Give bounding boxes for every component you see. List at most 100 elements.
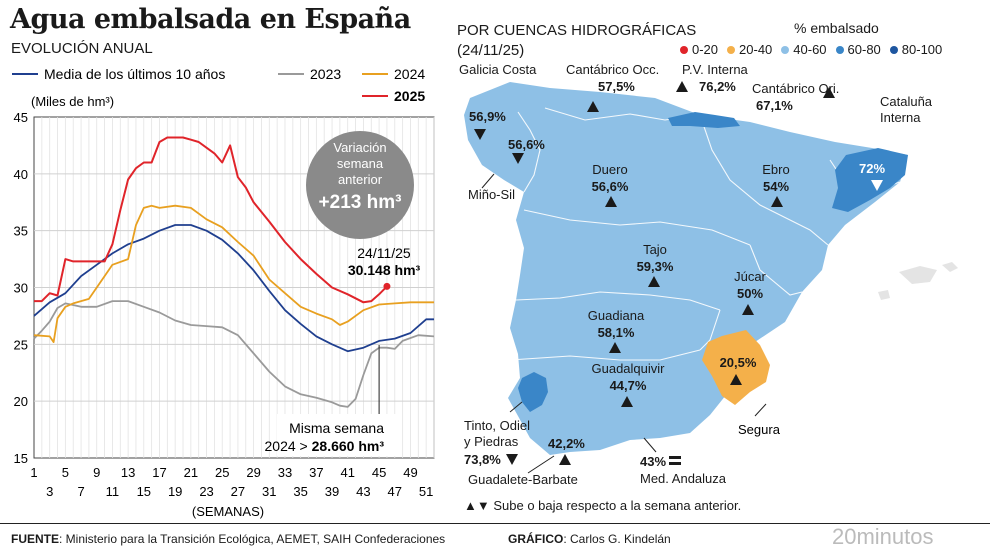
y-tick-label: 35 [14,224,28,239]
basin-value: 50% [737,286,763,301]
map-legend-item: 40-60 [781,42,827,57]
basin-label: Med. Andaluza [640,471,727,486]
basin-label: Miño-Sil [468,187,515,202]
trend-up-icon [730,374,742,385]
footer [0,523,990,557]
graphic-credit: GRÁFICO: Carlos G. Kindelán [508,532,671,546]
balearic-island [942,262,958,272]
series-line-1 [33,300,435,408]
y-tick-label: 15 [14,451,28,466]
x-tick-label: 19 [168,484,182,499]
x-tick-label: 27 [231,484,245,499]
x-tick-label: 35 [293,484,307,499]
basin-value: 43% [640,454,666,469]
legend-dot [727,45,736,54]
basin-label: Cantábrico Ori. [752,81,839,96]
basin-value: 67,1% [756,98,793,113]
bubble-text: anterior [338,172,383,187]
basin-value: 57,5% [598,79,635,94]
trend-up-icon [823,87,835,98]
map-legend-item: 80-100 [889,42,942,57]
brand-logo: 20minutos [832,524,934,549]
trend-up-icon [609,342,621,353]
series-line-3 [34,136,388,304]
basin-value: 54% [763,179,789,194]
x-tick-label: 33 [278,465,292,480]
y-tick-label: 45 [14,110,28,125]
basin-segura [702,330,770,405]
x-tick-label: 45 [372,465,386,480]
segura-pointer [754,403,767,417]
trend-equal-icon [669,456,681,459]
trend-up-icon [648,276,660,287]
trend-down-icon [506,454,518,465]
trend-up-icon [676,81,688,92]
x-tick-label: 49 [403,465,417,480]
trend-down-icon [474,129,486,140]
basin-label: Guadalquivir [592,361,666,376]
x-tick-label: 39 [325,484,339,499]
segura-label: Segura [738,422,781,437]
basin-cataluna-interna [832,148,908,212]
annotation-value-2025: 30.148 hm³ [348,262,421,278]
y-tick-label: 40 [14,167,28,182]
chart-legend: Media de los últimos 10 años 2023 2024 2025 [12,66,425,104]
basin-value: 56,6% [592,179,629,194]
spain-basins-map: Galicia Costa56,9%56,6%Miño-SilCantábric… [459,62,958,487]
x-tick-label: 37 [309,465,323,480]
map-legend: 0-20 20-40 40-60 60-80 80-100 [680,42,951,57]
basin-label: Tinto, Odiel [464,418,530,433]
basin-value: 56,9% [469,109,506,124]
source-credit: FUENTE: Ministerio para la Transición Ec… [11,532,446,546]
trend-note: ▲▼ Sube o baja respecto a la semana ante… [464,498,742,513]
y-axis-label: (Miles de hm³) [31,94,114,109]
map-legend-item: 20-40 [727,42,772,57]
trend-down-icon [512,153,524,164]
basin-label: P.V. Interna [682,62,749,77]
annotation-2024-label: Misma semana [289,420,384,436]
annotation-bg [277,414,399,456]
x-tick-label: 47 [388,484,402,499]
x-tick-label: 21 [184,465,198,480]
basin-label: y Piedras [464,434,519,449]
map-legend-title: % embalsado [794,20,879,36]
basin-label: Guadalete-Barbate [468,472,578,487]
bubble-text: semana [337,156,384,171]
basin-label: Interna [880,110,921,125]
x-tick-label: 9 [93,465,100,480]
basin-label: Galicia Costa [459,62,537,77]
basin-value: 42,2% [548,436,585,451]
x-tick-label: 31 [262,484,276,499]
trend-up-icon [621,396,633,407]
map-legend-item: 0-20 [680,42,718,57]
series-line-2 [33,204,434,343]
basin-value: 59,3% [637,259,674,274]
label-pointer [481,173,495,189]
legend-dot [781,45,790,54]
basin-label: Cataluña [880,94,933,109]
x-tick-label: 7 [77,484,84,499]
x-tick-label: 1 [30,465,37,480]
x-tick-label: 11 [106,484,120,499]
legend-entry: 2023 [310,66,341,82]
bubble-value: +213 hm³ [319,192,402,213]
trend-up-icon [605,196,617,207]
latest-point [383,282,391,290]
basin-value: 58,1% [598,325,635,340]
legend-entry: 2025 [394,88,425,104]
trend-up-icon [742,304,754,315]
basin-value: 73,8% [464,452,501,467]
annotation-date: 24/11/25 [357,245,411,261]
legend-dot [680,45,688,54]
x-tick-label: 15 [137,484,151,499]
label-pointer [643,437,657,453]
x-tick-label: 25 [215,465,229,480]
basin-value: 56,6% [508,137,545,152]
basin-label: Tajo [643,242,667,257]
legend-dot [889,45,898,54]
basin-value: 44,7% [610,378,647,393]
basin-value: 76,2% [699,79,736,94]
label-pointer [509,401,523,413]
x-tick-label: 43 [356,484,370,499]
y-tick-label: 20 [14,394,28,409]
